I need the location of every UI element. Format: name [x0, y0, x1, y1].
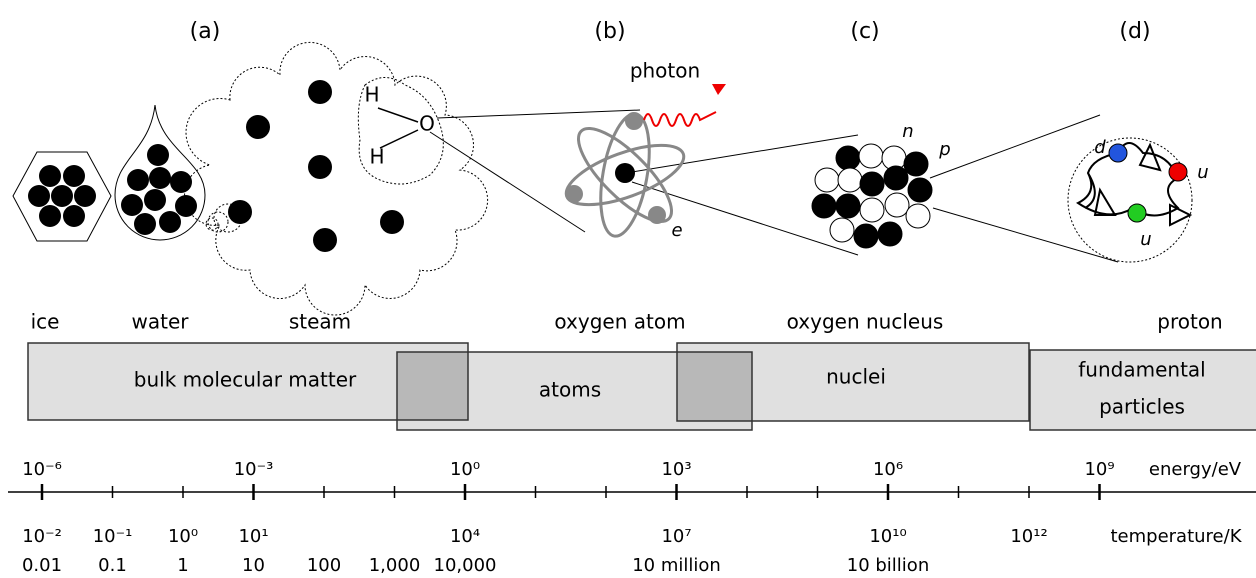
up-quark-label: u	[1197, 162, 1208, 183]
object-name: oxygen atom	[554, 310, 685, 334]
zoom-lines	[430, 110, 1118, 262]
temperature-tick-label: 10¹⁰	[869, 526, 906, 547]
temperature-tick-label: 10⁻¹	[93, 526, 133, 547]
up-quark-label: u	[1140, 229, 1151, 250]
temperature-tick-label: 10⁴	[450, 526, 480, 547]
nucleus-illustration	[812, 144, 932, 248]
temperature-tick-label: 10⁷	[661, 526, 691, 547]
axis-title: energy/eV	[1149, 459, 1242, 480]
energy-tick-label: 10⁶	[873, 459, 903, 480]
ice-illustration	[13, 152, 111, 241]
energy-tick-label: 10⁹	[1084, 459, 1114, 480]
temperature-value-label: 10 billion	[847, 555, 929, 576]
energy-tick-label: 10⁻⁶	[22, 459, 62, 480]
regime-label: bulk molecular matter	[134, 368, 357, 392]
object-name: proton	[1157, 310, 1222, 334]
h-label: H	[369, 145, 384, 169]
object-name: oxygen nucleus	[787, 310, 944, 334]
object-name: steam	[289, 310, 351, 334]
temperature-value-label: 10 million	[632, 555, 721, 576]
temperature-tick-label: 10¹²	[1010, 526, 1047, 547]
down-quark-label: d	[1094, 137, 1106, 158]
electron-label: e	[671, 220, 682, 241]
energy-tick-label: 10³	[661, 459, 691, 480]
temperature-tick-label: 10¹	[238, 526, 268, 547]
water-illustration	[115, 105, 205, 240]
o-label: O	[419, 112, 435, 136]
regime-label: particles	[1099, 395, 1185, 419]
steam-illustration	[185, 42, 488, 315]
object-name: water	[132, 310, 190, 334]
panel-label: (c)	[850, 19, 879, 44]
energy-tick-label: 10⁻³	[234, 459, 274, 480]
temperature-tick-label: 10⁰	[168, 526, 198, 547]
temperature-value-label: 100	[307, 555, 341, 576]
temperature-tick-label: 10⁻²	[22, 526, 62, 547]
panel-label: (b)	[594, 19, 625, 44]
panel-label: (d)	[1119, 19, 1150, 44]
proton-label: p	[938, 139, 950, 160]
temperature-value-label: 0.01	[22, 555, 62, 576]
regime-label: nuclei	[826, 365, 886, 389]
temperature-value-label: 10	[242, 555, 265, 576]
object-name: ice	[31, 310, 60, 334]
panel-label: (a)	[190, 19, 221, 44]
h-label: H	[364, 83, 379, 107]
proton-illustration	[1068, 138, 1192, 262]
atom-illustration	[559, 84, 726, 240]
regime-label: fundamental	[1078, 358, 1205, 382]
axis-title: temperature/K	[1110, 526, 1242, 547]
temperature-value-label: 1	[177, 555, 188, 576]
photon-label: photon	[630, 59, 700, 83]
energy-tick-label: 10⁰	[450, 459, 480, 480]
water-bonds	[378, 108, 418, 148]
regime-label: atoms	[539, 378, 601, 402]
neutron-label: n	[902, 121, 913, 142]
temperature-value-label: 10,000	[434, 555, 497, 576]
temperature-value-label: 1,000	[369, 555, 421, 576]
temperature-value-label: 0.1	[98, 555, 127, 576]
figure: (a) (b) (c) (d) H O H	[0, 0, 1256, 578]
